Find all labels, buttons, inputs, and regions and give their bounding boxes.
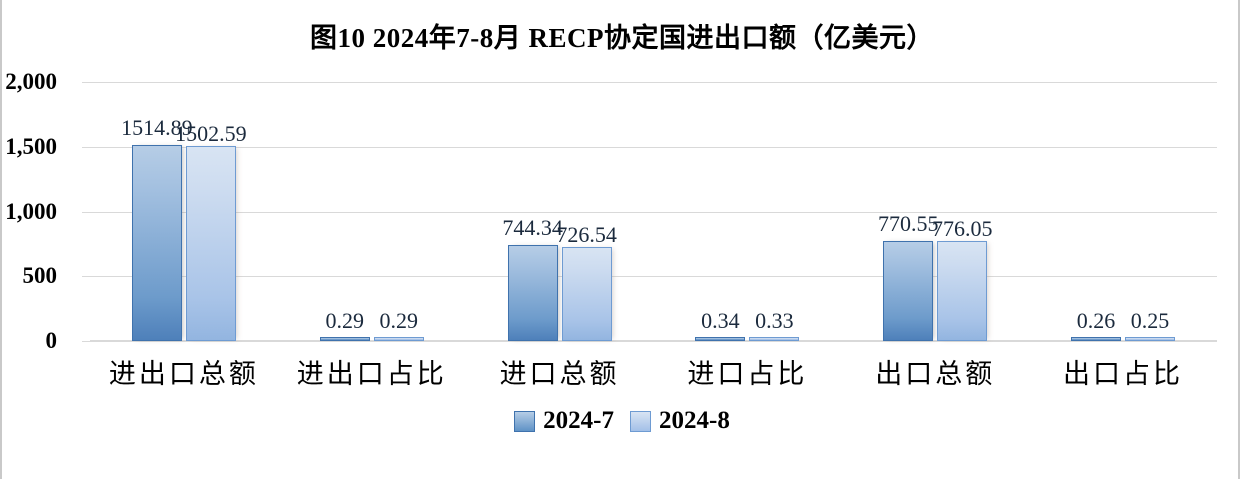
bar[interactable]: 776.05 (932, 217, 992, 341)
legend-swatch-icon (514, 410, 536, 432)
gridline (90, 146, 1217, 148)
bar-pair: 0.29 0.29 (319, 82, 424, 341)
bar-value-label: 744.34 (502, 214, 563, 240)
x-axis-category-label: 进出口占比 (296, 359, 447, 389)
bar-pair: 1514.89 1502.59 (121, 82, 247, 341)
bar-group: 1514.89 1502.59 (90, 82, 278, 341)
bar-value-label: 1514.89 (121, 114, 193, 140)
bar[interactable]: 770.55 (878, 213, 938, 341)
bar-pair: 770.55 776.05 (878, 82, 992, 341)
bar[interactable]: 0.25 (1125, 310, 1176, 341)
x-axis-category-label: 进出口总额 (108, 359, 259, 389)
bar[interactable]: 0.33 (749, 310, 800, 341)
bar[interactable]: 744.34 (502, 216, 563, 341)
bar-pair: 0.34 0.33 (695, 82, 800, 341)
legend-item-series-1[interactable]: 2024-7 (514, 407, 614, 435)
bar[interactable]: 0.26 (1071, 310, 1122, 341)
legend-label: 2024-8 (659, 407, 730, 434)
bar-group: 0.26 0.25 (1029, 82, 1217, 341)
legend-label: 2024-7 (543, 407, 614, 434)
x-axis-line (90, 340, 1217, 342)
bar[interactable]: 1502.59 (175, 123, 247, 341)
legend-item-series-2[interactable]: 2024-8 (630, 407, 730, 435)
bar-group: 0.29 0.29 (278, 82, 466, 341)
bar[interactable]: 0.29 (373, 310, 424, 341)
bar-value-label: 726.54 (556, 221, 617, 247)
x-axis-labels: 进出口总额 进出口占比 进口总额 进口占比 出口总额 出口占比 (90, 352, 1217, 391)
y-axis-tick-label: 1,000 (5, 198, 57, 224)
legend-swatch-icon (630, 410, 651, 432)
bar-value-label: 776.05 (931, 215, 993, 241)
y-axis-tick-mark (82, 276, 90, 278)
x-axis-category-label: 进口总额 (499, 359, 620, 389)
y-axis-tick-mark (82, 146, 90, 148)
bar-pair: 0.26 0.25 (1071, 82, 1176, 341)
bar-value-label: 0.33 (755, 308, 794, 333)
bar-pair: 744.34 726.54 (502, 82, 617, 341)
gridline (90, 276, 1217, 278)
x-axis-category-label: 出口占比 (1063, 359, 1184, 389)
bar-value-label: 770.55 (877, 211, 939, 237)
y-axis-tick-mark (82, 82, 90, 83)
y-axis-tick-label: 0 (45, 328, 58, 353)
x-axis-category-label: 进口占比 (687, 359, 808, 389)
bar[interactable]: 1514.89 (121, 116, 193, 341)
bar-groups: 1514.89 1502.59 0.29 0.29 744.34 726.54 0.34 0.… (90, 82, 1217, 341)
bar-value-label: 0.29 (325, 308, 364, 333)
bar-value-label: 0.34 (701, 308, 740, 333)
y-axis-tick-label: 500 (22, 263, 58, 289)
bar-value-label: 1502.59 (175, 121, 247, 147)
bar-group: 744.34 726.54 (466, 82, 654, 341)
plot-area: 0 500 1,000 1,500 2,000 1514.89 1502.59 0.29 0.… (5, 69, 1217, 353)
bar-value-label: 0.26 (1076, 308, 1116, 333)
bar[interactable]: 726.54 (556, 223, 617, 341)
bar-group: 770.55 776.05 (841, 82, 1029, 341)
y-axis-tick-label: 2,000 (5, 69, 57, 94)
chart-title: 图10 2024年7-8月 RECP协定国进出口额（亿美元） (310, 23, 934, 53)
gridline (90, 211, 1217, 213)
bar[interactable]: 0.29 (319, 310, 370, 341)
bar-value-label: 0.25 (1130, 308, 1170, 333)
chart-legend: 2024-7 2024-8 (2, 407, 1238, 435)
gridline (90, 82, 1217, 83)
y-axis-tick-mark (82, 341, 90, 342)
y-axis-tick-mark (82, 211, 90, 213)
bar-group: 0.34 0.33 (653, 82, 841, 341)
x-axis-category-label: 出口总额 (875, 359, 996, 389)
bar-value-label: 0.29 (379, 308, 418, 333)
y-axis-tick-label: 1,500 (5, 133, 57, 159)
bar[interactable]: 0.34 (695, 310, 746, 341)
